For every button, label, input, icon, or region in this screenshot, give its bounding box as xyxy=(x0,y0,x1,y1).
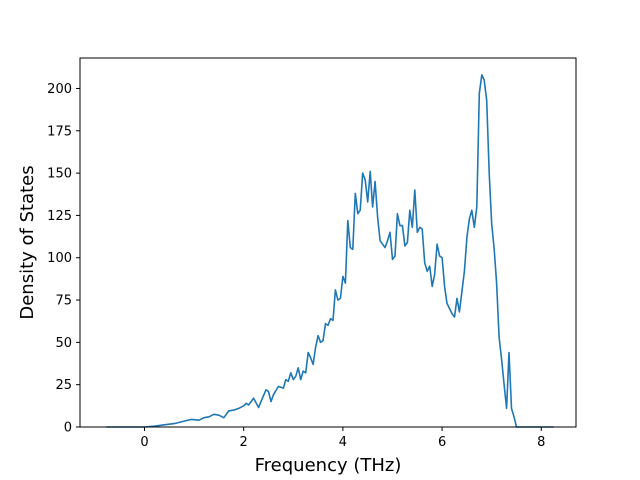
x-axis-title: Frequency (THz) xyxy=(255,455,402,476)
x-tick-label: 6 xyxy=(438,435,446,450)
y-tick-label: 150 xyxy=(47,167,72,182)
axes-frame xyxy=(79,57,577,428)
y-tick-label: 100 xyxy=(47,251,72,266)
dos-series-line-0 xyxy=(106,74,554,428)
y-tick-label: 50 xyxy=(55,336,72,351)
y-tick-label: 25 xyxy=(55,378,72,393)
x-tick-label: 4 xyxy=(339,435,347,450)
y-axis-title: Density of States xyxy=(17,165,38,319)
plot-area xyxy=(106,74,554,428)
x-tick-label: 8 xyxy=(537,435,545,450)
y-tick-label: 175 xyxy=(47,124,72,139)
y-tick-label: 125 xyxy=(47,209,72,224)
x-tick-label: 0 xyxy=(140,435,148,450)
y-tick-label: 75 xyxy=(55,294,72,309)
y-tick-label: 200 xyxy=(47,82,72,97)
axis-ticks: 0 2 4 6 8 0 25 50 75 100 125 150 175 200 xyxy=(47,82,545,450)
y-tick-label: 0 xyxy=(64,421,72,436)
x-tick-label: 2 xyxy=(240,435,248,450)
